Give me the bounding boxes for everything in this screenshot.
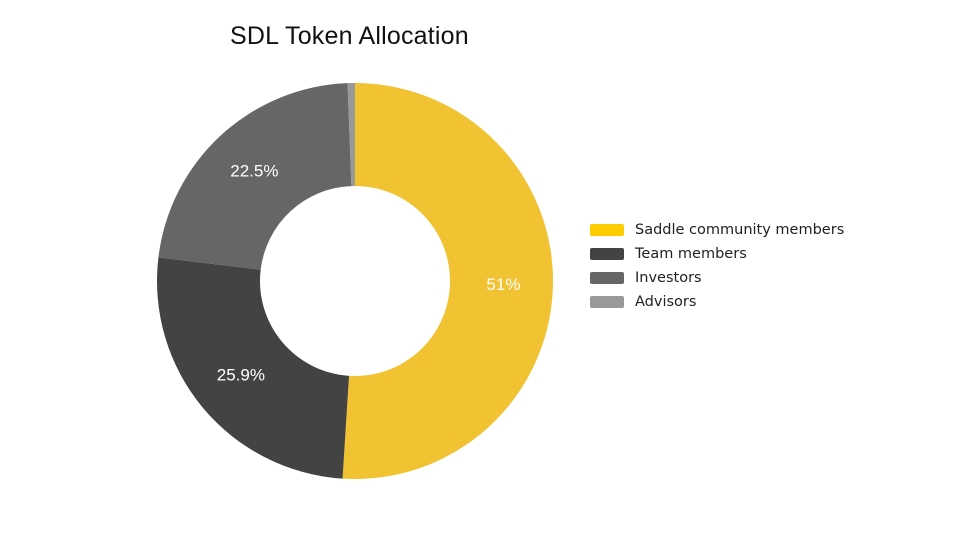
legend-swatch	[590, 272, 624, 284]
slice-value-label-1: 51%	[486, 275, 520, 294]
legend-label: Team members	[635, 246, 747, 262]
legend-item: Team members	[590, 242, 844, 266]
chart-title: SDL Token Allocation	[230, 22, 469, 50]
donut-slice-1	[342, 83, 554, 479]
legend-item: Investors	[590, 266, 844, 290]
legend-swatch	[590, 296, 624, 308]
chart-legend: Saddle community members Team members Inve…	[590, 218, 844, 314]
slice-value-label-3: 22.5%	[230, 161, 278, 180]
legend-item: Saddle community members	[590, 218, 844, 242]
legend-label: Investors	[635, 270, 702, 286]
legend-swatch	[590, 248, 624, 260]
legend-item: Advisors	[590, 290, 844, 314]
donut-slice-4	[347, 83, 355, 187]
legend-label: Saddle community members	[635, 222, 845, 238]
slice-value-label-2: 25.9%	[217, 366, 265, 385]
donut-slice-3	[158, 83, 352, 270]
legend-swatch	[590, 224, 624, 236]
legend-label: Advisors	[635, 294, 697, 310]
donut-slice-2	[156, 257, 350, 479]
